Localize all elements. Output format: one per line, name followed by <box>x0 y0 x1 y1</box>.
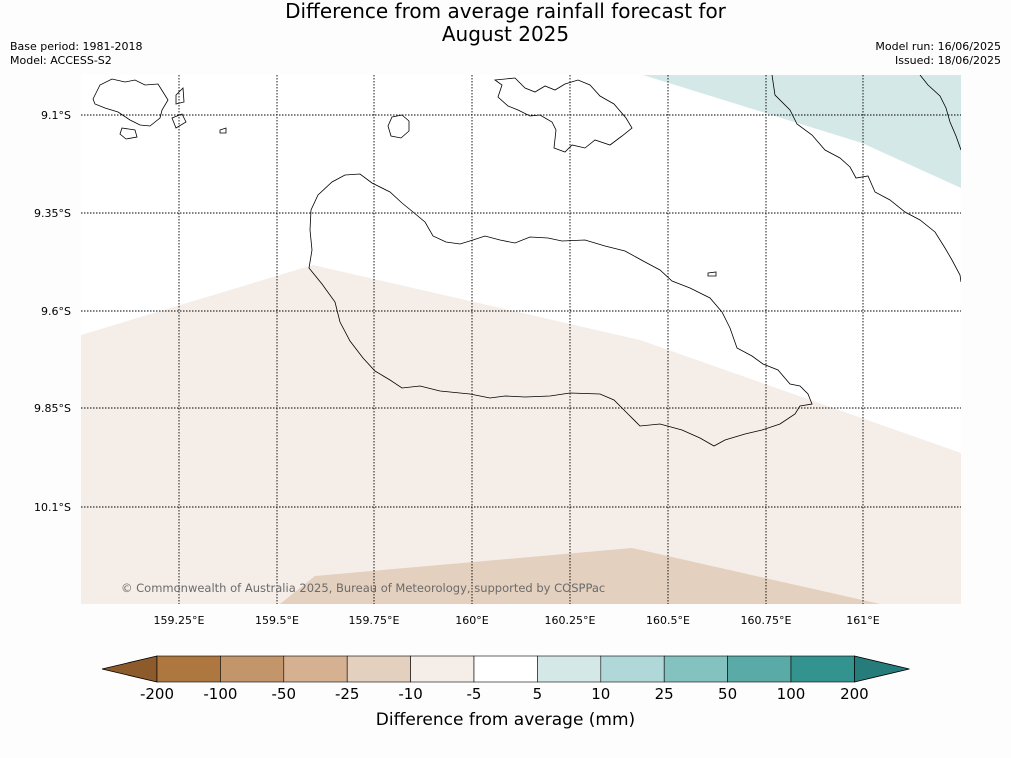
title-line-2: August 2025 <box>441 22 570 46</box>
colorbar-segment <box>410 655 475 683</box>
lat-tick-label: 9.35°S <box>34 207 71 220</box>
colorbar-tick-label: -25 <box>335 685 360 703</box>
colorbar-tick-label: -100 <box>203 685 237 703</box>
colorbar-segment <box>537 655 602 683</box>
colorbar-extend-low <box>101 655 158 683</box>
colorbar-label: Difference from average (mm) <box>375 710 636 730</box>
coastline-islet-nw <box>219 127 227 134</box>
coastline-islet-east <box>707 271 717 277</box>
lon-tick-label: 159.5°E <box>255 614 299 627</box>
issued-text: Issued: 18/06/2025 <box>894 54 1001 67</box>
colorbar-tick-label: 10 <box>591 685 610 703</box>
colorbar-tick-label: 100 <box>777 685 806 703</box>
colorbar-tick-label: -5 <box>467 685 482 703</box>
meta-left: Base period: 1981-2018 Model: ACCESS-S2 <box>10 40 142 68</box>
lon-tick-label: 160.25°E <box>545 614 596 627</box>
colorbar-tick-label: -10 <box>398 685 423 703</box>
colorbar-tick-label: 25 <box>655 685 674 703</box>
lon-tick-label: 161°E <box>846 614 879 627</box>
coastline-malaita <box>771 75 961 283</box>
colorbar-tick-label: -50 <box>272 685 297 703</box>
lat-tick-label: 10.1°S <box>34 501 71 514</box>
colorbar-segment <box>473 655 538 683</box>
colorbar-tick-label: -200 <box>140 685 174 703</box>
colorbar-segment <box>790 655 855 683</box>
base-period-text: Base period: 1981-2018 <box>10 40 143 53</box>
colorbar-tick-label: 50 <box>718 685 737 703</box>
map-panel: © Commonwealth of Australia 2025, Bureau… <box>81 75 961 604</box>
colorbar-segment <box>663 655 728 683</box>
lat-tick-labels: 9.1°S 9.35°S 9.6°S 9.85°S 10.1°S <box>34 109 71 514</box>
coastlines <box>92 75 961 447</box>
lon-tick-label: 160.75°E <box>741 614 792 627</box>
lon-tick-label: 159.75°E <box>349 614 400 627</box>
lon-tick-label: 159.25°E <box>154 614 205 627</box>
colorbar-segment <box>346 655 411 683</box>
colorbar-segment <box>600 655 665 683</box>
lon-tick-labels: 159.25°E 159.5°E 159.75°E 160°E 160.25°E… <box>154 614 880 627</box>
colorbar-tick-label: 5 <box>533 685 543 703</box>
colorbar-segment <box>220 655 285 683</box>
lon-tick-label: 160°E <box>455 614 488 627</box>
colorbar-segment <box>156 655 221 683</box>
colorbar-extend-high <box>854 655 910 683</box>
lon-tick-label: 160.5°E <box>646 614 690 627</box>
coastline-florida-islands <box>493 77 633 153</box>
lat-tick-label: 9.85°S <box>34 402 71 415</box>
lat-tick-label: 9.6°S <box>41 305 71 318</box>
meta-right: Model run: 16/06/2025 Issued: 18/06/2025 <box>875 40 1001 68</box>
copyright-text: © Commonwealth of Australia 2025, Bureau… <box>121 581 605 595</box>
colorbar-segment <box>727 655 792 683</box>
coastline-russell-islands <box>92 78 187 140</box>
colorbar-segment <box>283 655 348 683</box>
colorbar: -200 -100 -50 -25 -10 -5 5 10 25 50 100 200 <box>101 655 910 703</box>
rain-zone-minus10-to-minus25 <box>280 548 880 604</box>
coastline-small-islet <box>387 114 410 139</box>
coastline-malaita-north <box>919 75 961 151</box>
rain-zone-minus5-to-minus10 <box>81 265 961 604</box>
lat-tick-label: 9.1°S <box>41 109 71 122</box>
title-line-1: Difference from average rainfall forecas… <box>285 0 726 23</box>
coastline-guadalcanal <box>308 173 813 447</box>
model-run-text: Model run: 16/06/2025 <box>875 40 1001 53</box>
colorbar-tick-label: 200 <box>840 685 869 703</box>
gridlines <box>81 75 961 604</box>
model-text: Model: ACCESS-S2 <box>10 54 112 67</box>
rain-zone-5-to-10 <box>643 75 961 188</box>
map-title: Difference from average rainfall forecas… <box>0 0 1011 46</box>
